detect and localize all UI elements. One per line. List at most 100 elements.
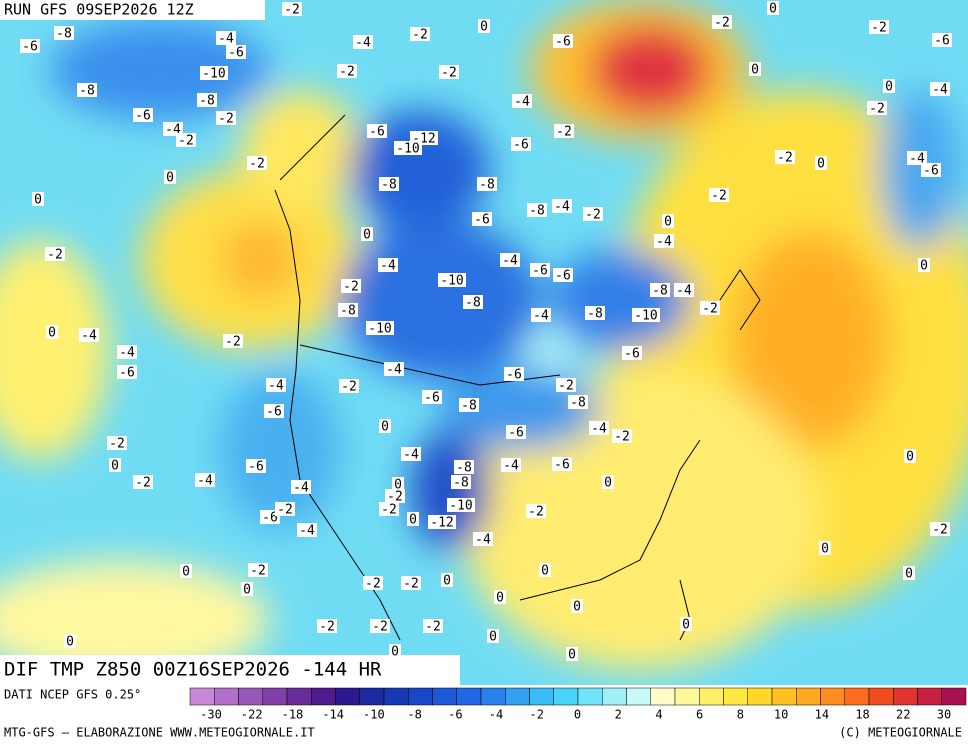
contour-label: -4 bbox=[119, 346, 135, 361]
map-field bbox=[0, 0, 968, 685]
contour-label: -8 bbox=[570, 396, 586, 411]
contour-label: -4 bbox=[268, 379, 284, 394]
contour-label: -4 bbox=[218, 32, 234, 47]
contour-label-box bbox=[389, 644, 401, 658]
contour-label: 0 bbox=[885, 80, 893, 95]
contour-label: 0 bbox=[920, 259, 928, 274]
contour-label-box bbox=[501, 458, 521, 472]
colorbar-tick-label: 18 bbox=[855, 708, 869, 722]
colorbar-tick-label: -14 bbox=[322, 708, 344, 722]
colorbar-swatch bbox=[383, 687, 409, 706]
contour-label-box bbox=[107, 436, 127, 450]
contour-label-box bbox=[531, 308, 551, 322]
colorbar-swatch bbox=[529, 687, 554, 706]
colorbar-tick-label: 0 bbox=[574, 708, 581, 722]
contour-label: -10 bbox=[440, 274, 463, 289]
contour-label-box bbox=[478, 19, 490, 33]
contour-label: -8 bbox=[479, 178, 495, 193]
run-title: RUN GFS 09SEP2026 12Z bbox=[4, 1, 194, 19]
contour-label-box bbox=[361, 227, 373, 241]
contour-label-box bbox=[291, 480, 311, 494]
contour-label-box bbox=[392, 477, 404, 491]
contour-label: -2 bbox=[381, 503, 397, 518]
contour-label: 0 bbox=[166, 171, 174, 186]
contour-label: 0 bbox=[66, 635, 74, 650]
contour-label: -2 bbox=[339, 65, 355, 80]
contour-label: -2 bbox=[585, 208, 601, 223]
colorbar-tick-label: -10 bbox=[363, 708, 385, 722]
contour-label: -4 bbox=[386, 363, 402, 378]
contour-label: -2 bbox=[365, 577, 381, 592]
contour-label: 0 bbox=[496, 591, 504, 606]
colorbar-tick-label: -30 bbox=[200, 708, 222, 722]
contour-label: 0 bbox=[48, 326, 56, 341]
contour-label: 0 bbox=[391, 645, 399, 660]
contour-label: -6 bbox=[248, 460, 264, 475]
contour-label-box bbox=[487, 629, 499, 643]
contour-label-box bbox=[511, 137, 531, 151]
contour-label-box bbox=[904, 449, 916, 463]
contour-label-box bbox=[370, 619, 390, 633]
contour-label: 0 bbox=[409, 513, 417, 528]
colorbar-tick-label: -4 bbox=[489, 708, 503, 722]
contour-label-box bbox=[932, 33, 952, 47]
contour-label-box bbox=[366, 321, 394, 335]
contour-label: -8 bbox=[456, 461, 472, 476]
contour-label: 0 bbox=[821, 542, 829, 557]
contour-label: -4 bbox=[299, 524, 315, 539]
contour-label-box bbox=[441, 573, 453, 587]
contour-label: -2 bbox=[711, 189, 727, 204]
contour-label: -6 bbox=[532, 264, 548, 279]
contour-label-box bbox=[407, 512, 419, 526]
contour-label-box bbox=[709, 188, 729, 202]
contour-label-box bbox=[339, 379, 359, 393]
contour-label-box bbox=[477, 177, 497, 191]
contour-label-box bbox=[363, 576, 383, 590]
contour-label: -4 bbox=[355, 36, 371, 51]
contour-label-box bbox=[275, 502, 295, 516]
colorbar-tick-label: -8 bbox=[407, 708, 421, 722]
contour-label: -8 bbox=[199, 94, 215, 109]
contour-label: 0 bbox=[906, 450, 914, 465]
contour-label: -2 bbox=[932, 523, 948, 538]
contour-label: -6 bbox=[266, 405, 282, 420]
contour-label-box bbox=[506, 425, 526, 439]
contour-label-box bbox=[197, 93, 217, 107]
contour-label-box bbox=[454, 460, 474, 474]
colorbar-swatch bbox=[917, 687, 942, 706]
contour-label: -6 bbox=[119, 366, 135, 381]
contour-label-box bbox=[439, 65, 459, 79]
colorbar-tick-label: 4 bbox=[655, 708, 662, 722]
contour-label: -8 bbox=[79, 84, 95, 99]
contour-label-box bbox=[176, 133, 196, 147]
colorbar-swatch bbox=[844, 687, 870, 706]
contour-label: -8 bbox=[56, 27, 72, 42]
contour-label-box bbox=[612, 429, 632, 443]
contour-label: -6 bbox=[369, 125, 385, 140]
contour-label: -6 bbox=[624, 347, 640, 362]
contour-label-box bbox=[869, 20, 889, 34]
contour-label: -4 bbox=[909, 152, 925, 167]
contour-label-box bbox=[680, 617, 692, 631]
contour-label: 0 bbox=[394, 478, 402, 493]
colorbar-swatch bbox=[553, 687, 579, 706]
contour-label: -6 bbox=[262, 511, 278, 526]
contour-label: -2 bbox=[387, 490, 403, 505]
contour-label: -4 bbox=[502, 254, 518, 269]
colorbar-tick-label: 10 bbox=[774, 708, 788, 722]
contour-label: -8 bbox=[461, 399, 477, 414]
contour-label-box bbox=[64, 634, 76, 648]
contour-label-box bbox=[556, 378, 576, 392]
contour-label-box bbox=[401, 447, 421, 461]
colorbar-swatch bbox=[359, 687, 385, 706]
contour-label: 0 bbox=[568, 648, 576, 663]
contour-label-box bbox=[712, 15, 732, 29]
contour-label-box bbox=[241, 582, 253, 596]
contour-label: -4 bbox=[533, 309, 549, 324]
title-box bbox=[0, 0, 265, 20]
colorbar-swatch bbox=[214, 687, 239, 706]
contour-label-box bbox=[410, 27, 430, 41]
colorbar-tick-label: -2 bbox=[530, 708, 544, 722]
contour-label: -8 bbox=[381, 178, 397, 193]
